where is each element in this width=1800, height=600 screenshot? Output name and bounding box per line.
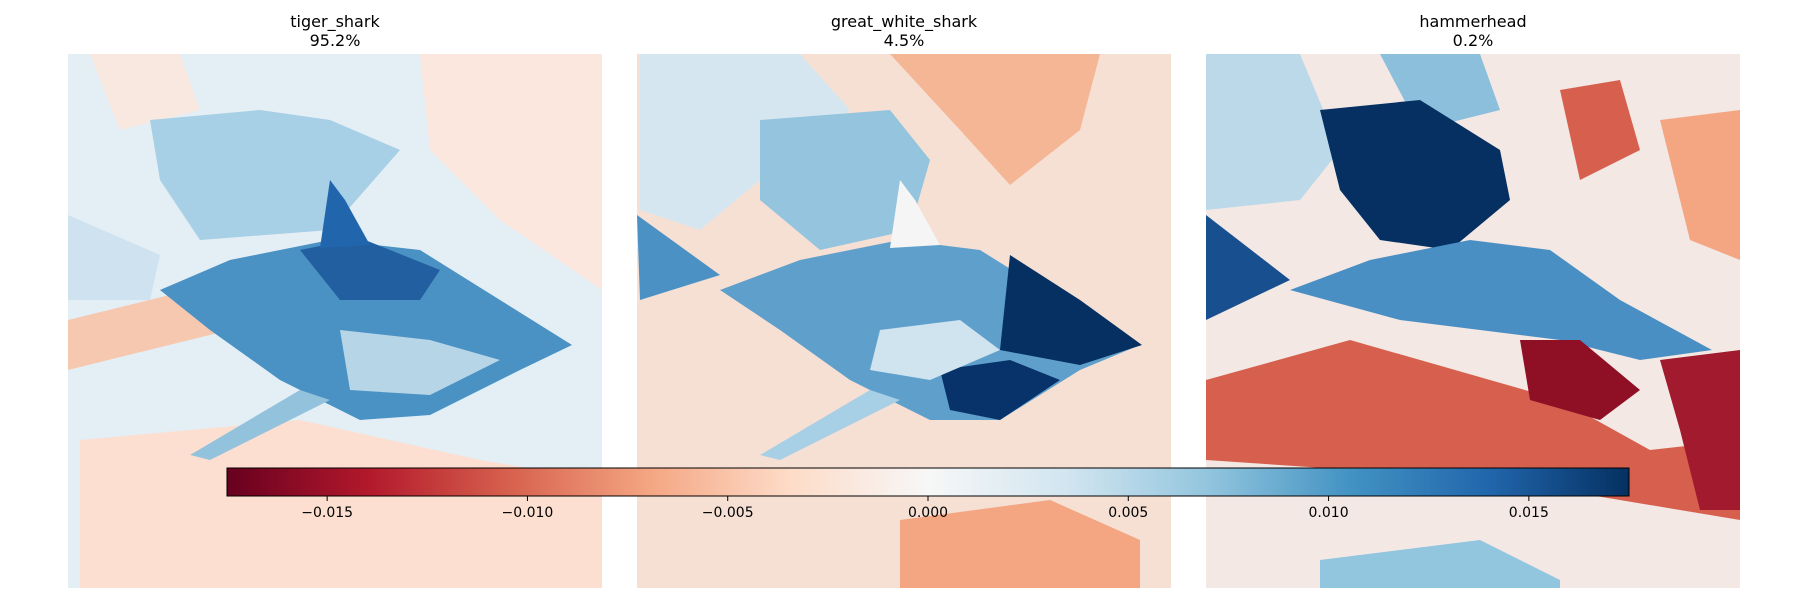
colorbar-ticks: −0.015 −0.010 −0.005 0.000 0.005 0.010 0.015 xyxy=(301,496,1549,521)
panel-1-region-left-fin xyxy=(68,215,160,300)
panel-1-class-label: tiger_shark xyxy=(290,12,380,31)
panel-2-region-jaw xyxy=(940,360,1060,420)
panel-2-class-label: great_white_shark xyxy=(830,12,978,31)
panel-2-region-light-top-left xyxy=(640,54,850,230)
panel-3-region-warm-right xyxy=(1660,110,1740,260)
panel-title-3: hammerhead 0.2% xyxy=(1206,12,1740,50)
panel-1-region-shark-core xyxy=(300,238,440,300)
panel-3-class-label: hammerhead xyxy=(1419,12,1527,31)
panel-2-region-belly xyxy=(870,320,1000,380)
panel-2-region-light-upper xyxy=(760,110,930,250)
colorbar-tick-label: −0.010 xyxy=(502,505,554,521)
panel-1-region-warm-top-right xyxy=(420,54,602,290)
colorbar-tick-label: −0.015 xyxy=(301,505,353,521)
panel-3-region-blue-bottom xyxy=(1320,540,1560,588)
colorbar-tick-label: 0.015 xyxy=(1509,505,1549,521)
panel-title-1: tiger_shark 95.2% xyxy=(68,12,602,50)
panel-1-score: 95.2% xyxy=(309,31,361,50)
panel-3-region-left-fin xyxy=(1206,215,1290,320)
colorbar: −0.015 −0.010 −0.005 0.000 0.005 0.010 0.015 xyxy=(226,467,1630,521)
colorbar-gradient xyxy=(226,467,1630,497)
panel-title-2: great_white_shark 4.5% xyxy=(637,12,1171,50)
panel-3-region-shark-body xyxy=(1290,240,1712,360)
panel-1-region-warm-top-left xyxy=(90,54,200,130)
panel-2-region-left-fin xyxy=(637,215,720,300)
panel-2-region-pectoral-fin xyxy=(760,390,900,460)
panel-3-region-dark-red-jaw xyxy=(1520,340,1640,420)
heatmap-panel-3 xyxy=(1206,54,1740,588)
panel-2-region-warm-lower xyxy=(900,500,1140,588)
panel-3-region-dark-red-right xyxy=(1660,350,1740,510)
panel-3-score: 0.2% xyxy=(1452,31,1494,50)
panel-3-region-red-right xyxy=(1560,80,1640,180)
panel-2-region-dorsal-fin xyxy=(890,180,940,248)
panel-1-region-warm-lower xyxy=(80,420,602,588)
panel-1-region-pectoral-fin xyxy=(190,390,330,460)
colorbar-tick-label: 0.005 xyxy=(1108,505,1148,521)
panel-3-region-light-left xyxy=(1206,54,1340,210)
panel-2-score: 4.5% xyxy=(883,31,925,50)
colorbar-tick-label: 0.010 xyxy=(1309,505,1349,521)
colorbar-tick-label: 0.000 xyxy=(908,505,948,521)
panel-2-region-warm-top xyxy=(890,54,1100,185)
panel-1-region-belly xyxy=(340,330,500,395)
heatmap-panel-1 xyxy=(68,54,602,588)
panel-3-region-dark-top xyxy=(1320,100,1510,250)
colorbar-tick-label: −0.005 xyxy=(702,505,754,521)
panel-2-region-shark-head xyxy=(1000,255,1142,365)
panel-1-region-dorsal-fin xyxy=(320,180,370,248)
heatmap-panel-2 xyxy=(637,54,1171,588)
